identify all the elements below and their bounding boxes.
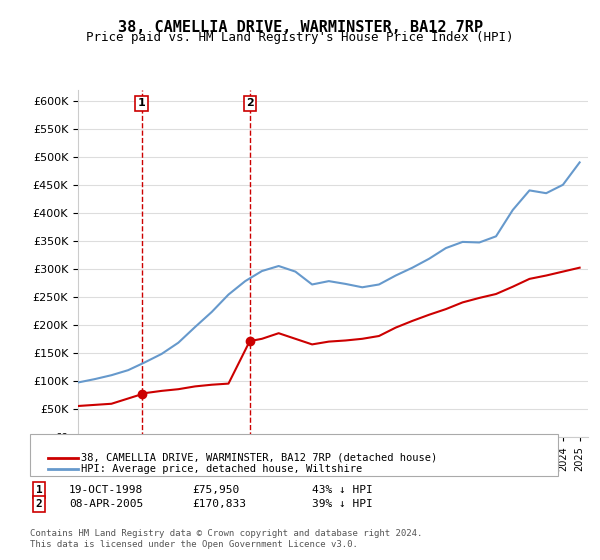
Text: Price paid vs. HM Land Registry's House Price Index (HPI): Price paid vs. HM Land Registry's House … xyxy=(86,31,514,44)
Text: 2: 2 xyxy=(35,499,43,509)
Text: 43% ↓ HPI: 43% ↓ HPI xyxy=(312,485,373,495)
Text: 39% ↓ HPI: 39% ↓ HPI xyxy=(312,499,373,509)
Text: HPI: Average price, detached house, Wiltshire: HPI: Average price, detached house, Wilt… xyxy=(81,464,362,474)
Text: 38, CAMELLIA DRIVE, WARMINSTER, BA12 7RP (detached house): 38, CAMELLIA DRIVE, WARMINSTER, BA12 7RP… xyxy=(81,452,437,463)
Text: 2: 2 xyxy=(246,99,254,108)
Text: 08-APR-2005: 08-APR-2005 xyxy=(69,499,143,509)
Text: 1: 1 xyxy=(35,485,43,495)
Text: £170,833: £170,833 xyxy=(192,499,246,509)
Text: 1: 1 xyxy=(137,99,145,108)
Text: Contains HM Land Registry data © Crown copyright and database right 2024.
This d: Contains HM Land Registry data © Crown c… xyxy=(30,529,422,549)
Text: £75,950: £75,950 xyxy=(192,485,239,495)
Text: 19-OCT-1998: 19-OCT-1998 xyxy=(69,485,143,495)
Text: 38, CAMELLIA DRIVE, WARMINSTER, BA12 7RP: 38, CAMELLIA DRIVE, WARMINSTER, BA12 7RP xyxy=(118,20,482,35)
